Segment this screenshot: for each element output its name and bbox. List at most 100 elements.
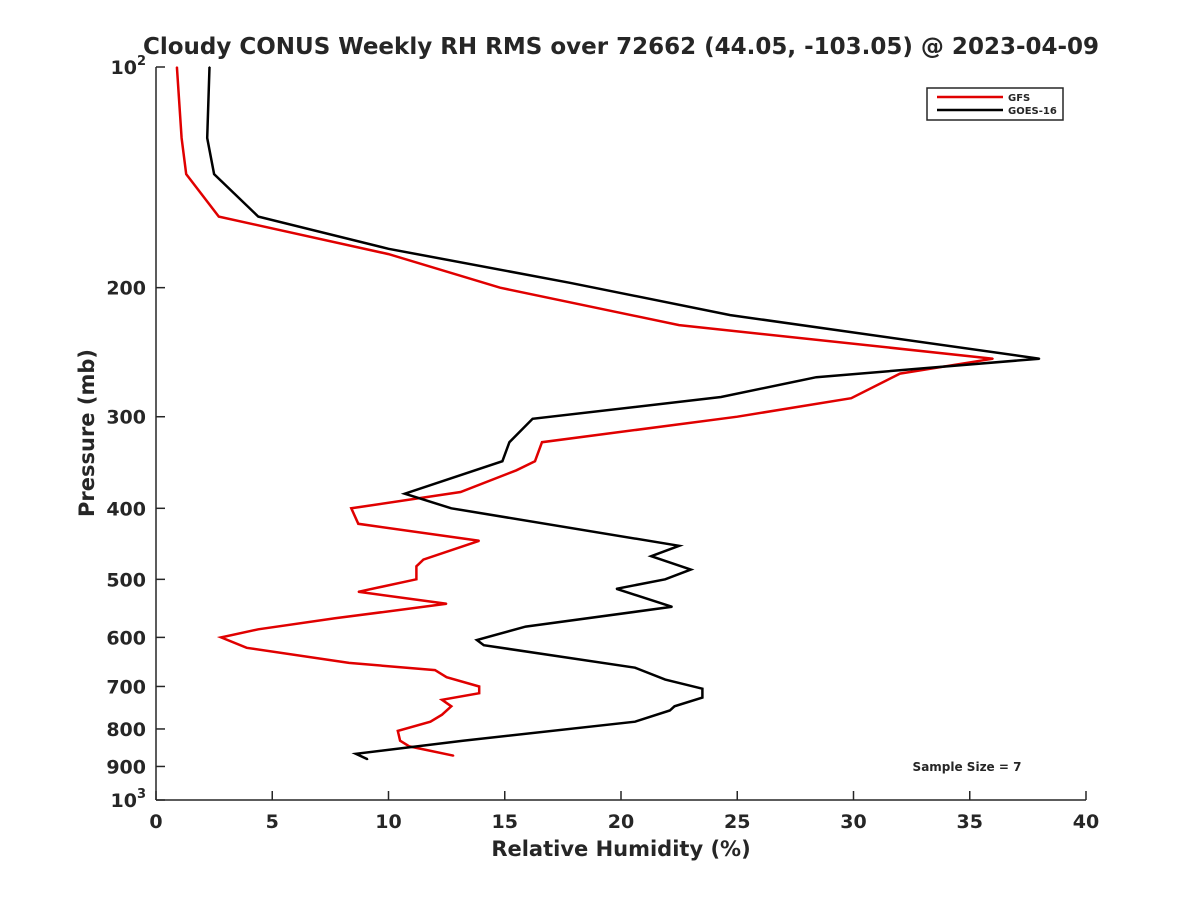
data-point-goes16 (615, 588, 618, 590)
chart-title: Cloudy CONUS Weekly RH RMS over 72662 (4… (143, 34, 1099, 60)
series-line-gfs (175, 66, 994, 757)
data-point-gfs (478, 540, 481, 542)
data-point-gfs (445, 603, 448, 605)
data-point-goes16 (213, 173, 215, 175)
data-point-gfs (185, 173, 187, 175)
data-point-goes16 (404, 492, 406, 495)
data-point-goes16 (476, 639, 478, 641)
legend-label-gfs: GFS (1008, 93, 1030, 104)
y-tick-label: 200 (106, 278, 146, 300)
data-point-goes16 (634, 666, 636, 669)
x-tick-label: 30 (840, 811, 866, 833)
x-tick-label: 25 (724, 811, 750, 833)
data-point-gfs (422, 558, 425, 561)
y-axis-label: Pressure (mb) (75, 349, 99, 517)
data-point-goes16 (701, 696, 704, 699)
data-point-goes16 (387, 248, 390, 250)
y-tick-label: 900 (106, 756, 146, 778)
data-point-gfs (180, 137, 183, 139)
data-point-goes16 (729, 314, 732, 316)
data-point-goes16 (664, 578, 666, 581)
data-point-goes16 (208, 66, 211, 68)
data-point-goes16 (720, 396, 722, 398)
data-point-gfs (450, 705, 453, 708)
series-layer (175, 66, 1041, 761)
data-point-goes16 (650, 555, 652, 557)
data-point-gfs (445, 676, 448, 678)
data-point-gfs (541, 441, 543, 444)
data-point-gfs (441, 699, 443, 701)
data-point-gfs (452, 754, 455, 757)
y-tick-label: 800 (106, 719, 146, 741)
x-tick-label: 0 (149, 811, 162, 833)
data-point-gfs (334, 617, 336, 620)
x-tick-label: 40 (1073, 811, 1099, 833)
data-point-gfs (357, 523, 360, 525)
y-tick-label: 600 (106, 627, 146, 649)
data-point-gfs (387, 253, 390, 255)
y-tick-label: 700 (106, 676, 146, 698)
data-point-gfs (459, 491, 462, 493)
data-point-goes16 (450, 507, 453, 510)
data-point-goes16 (531, 418, 534, 420)
plot-area (156, 67, 1086, 800)
data-point-gfs (992, 357, 994, 360)
data-point-goes16 (569, 282, 571, 284)
data-point-gfs (357, 591, 360, 593)
data-point-gfs (678, 324, 680, 326)
data-point-goes16 (815, 376, 818, 379)
data-point-goes16 (524, 625, 527, 628)
data-point-goes16 (257, 215, 260, 218)
data-point-goes16 (462, 739, 464, 742)
data-point-gfs (415, 578, 418, 581)
legend-box (926, 87, 1064, 121)
data-point-gfs (899, 372, 901, 375)
data-point-gfs (350, 507, 353, 510)
data-point-goes16 (1038, 357, 1041, 360)
data-point-goes16 (669, 709, 671, 712)
data-point-gfs (257, 628, 260, 631)
legend: GFS GOES-16 (926, 87, 1064, 121)
data-point-gfs (850, 397, 852, 400)
data-point-goes16 (664, 678, 666, 681)
data-point-gfs (478, 685, 481, 688)
data-point-gfs (434, 669, 436, 671)
data-point-gfs (220, 636, 222, 639)
data-point-goes16 (366, 758, 369, 761)
x-tick-label: 15 (492, 811, 518, 833)
data-point-goes16 (671, 606, 673, 608)
data-point-goes16 (690, 568, 692, 571)
x-tick-label: 5 (266, 811, 279, 833)
data-point-gfs (245, 647, 248, 649)
data-point-goes16 (483, 644, 485, 646)
data-point-gfs (499, 286, 501, 289)
x-tick-label: 10 (375, 811, 401, 833)
data-point-goes16 (501, 460, 504, 463)
data-point-gfs (515, 469, 518, 472)
data-point-gfs (348, 662, 350, 664)
y-tick-label: 300 (106, 407, 146, 429)
sample-size-annotation: Sample Size = 7 (913, 760, 1022, 774)
data-point-goes16 (701, 687, 704, 690)
data-point-gfs (399, 739, 401, 742)
data-point-goes16 (673, 705, 676, 708)
x-tick-label: 35 (957, 811, 983, 833)
series-line-goes16 (205, 66, 1040, 761)
data-point-goes16 (508, 441, 511, 444)
data-point-goes16 (634, 720, 636, 723)
data-point-gfs (176, 66, 178, 68)
data-point-gfs (534, 460, 536, 463)
data-point-gfs (415, 565, 418, 568)
data-point-goes16 (678, 545, 680, 547)
x-axis-label: Relative Humidity (%) (491, 837, 750, 861)
data-point-goes16 (355, 753, 357, 755)
y-tick-label: 500 (106, 569, 146, 591)
x-axis-ticks: 0 5 10 15 20 25 30 35 40 (149, 791, 1099, 833)
data-point-gfs (736, 415, 739, 418)
data-point-gfs (478, 692, 481, 694)
y-tick-label: 400 (106, 498, 146, 520)
data-point-gfs (441, 713, 443, 716)
x-tick-label: 20 (608, 811, 634, 833)
